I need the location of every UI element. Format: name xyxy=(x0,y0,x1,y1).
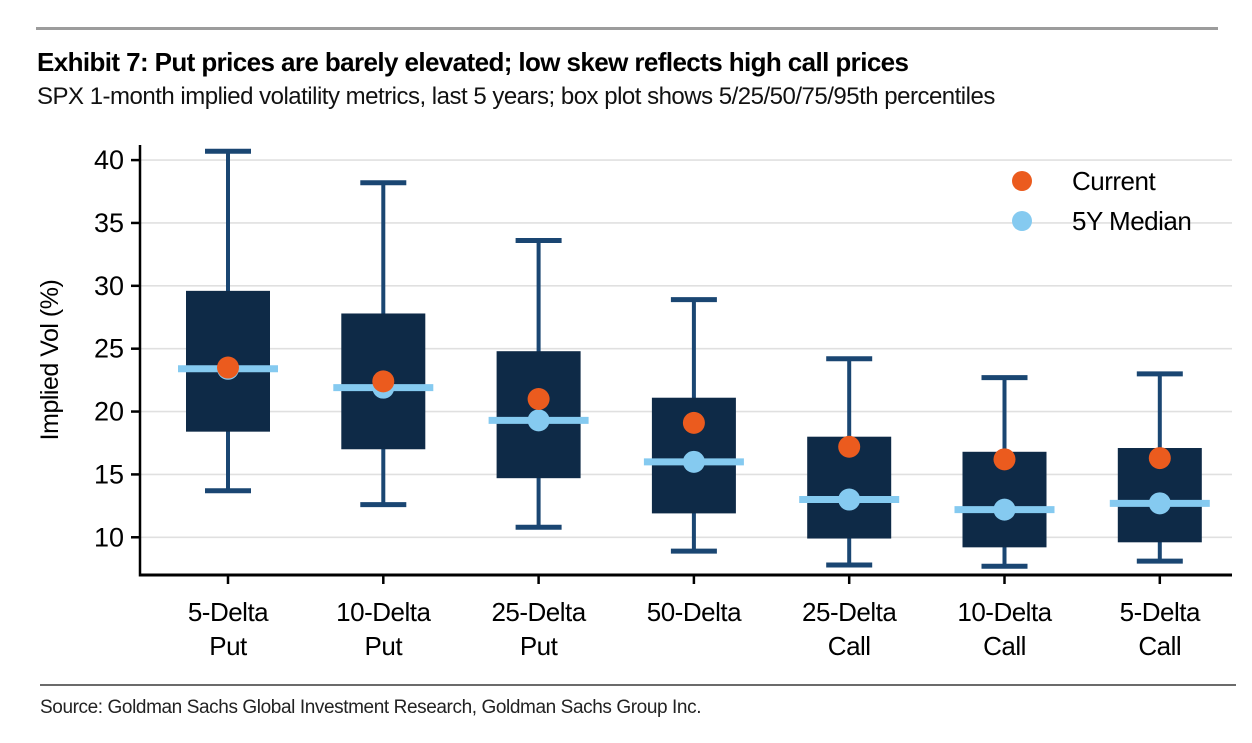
box-5-delta-call xyxy=(1109,371,1210,564)
median-5y-dot xyxy=(682,450,705,473)
legend: Current 5Y Median xyxy=(1012,166,1192,236)
legend-current-dot xyxy=(1012,171,1032,191)
current-dot xyxy=(372,370,395,393)
y-axis-label: Implied Vol (%) xyxy=(36,280,64,441)
y-tick-label: 35 xyxy=(94,208,124,238)
x-tick-label: 50-Delta xyxy=(647,597,742,627)
median-5y-dot xyxy=(993,498,1016,521)
x-tick-label: 10-Delta xyxy=(957,597,1052,627)
top-divider xyxy=(36,27,1218,30)
x-tick-label: 5-Delta xyxy=(188,597,269,627)
x-tick-label: 10-Delta xyxy=(336,597,431,627)
legend-label: Current xyxy=(1072,166,1156,196)
x-tick-label: Call xyxy=(1138,631,1181,661)
box-10-delta-put xyxy=(333,180,434,508)
x-tick-label: 5-Delta xyxy=(1120,597,1201,627)
x-tick-label: Put xyxy=(365,631,404,661)
y-tick-label: 40 xyxy=(94,145,124,175)
current-dot xyxy=(838,435,861,458)
source-note: Source: Goldman Sachs Global Investment … xyxy=(40,697,702,718)
median-5y-dot xyxy=(1148,492,1171,515)
y-tick-label: 15 xyxy=(94,459,124,489)
exhibit-title: Exhibit 7: Put prices are barely elevate… xyxy=(37,47,909,77)
x-tick-label: Call xyxy=(983,631,1026,661)
box-25-delta-put xyxy=(488,238,589,530)
box-10-delta-call xyxy=(954,375,1055,569)
y-tick-label: 20 xyxy=(94,397,124,427)
x-tick-label: Put xyxy=(520,631,559,661)
legend-5y-median-dot xyxy=(1012,211,1032,231)
y-tick-label: 10 xyxy=(94,522,124,552)
x-tick-label: Call xyxy=(828,631,871,661)
x-tick-label: Put xyxy=(209,631,248,661)
current-dot xyxy=(993,448,1016,471)
current-dot xyxy=(682,411,705,434)
current-dot xyxy=(217,356,239,379)
boxplot-chart: 10 15 20 25 30 35 40 5-Delta Put 10-Delta Put 25-De… xyxy=(36,145,1232,661)
x-tick-label: 25-Delta xyxy=(491,597,586,627)
box-5-delta-put xyxy=(178,148,278,494)
median-5y-dot xyxy=(527,409,550,432)
y-tick-label: 30 xyxy=(94,271,124,301)
box-50-delta xyxy=(643,297,744,554)
median-5y-dot xyxy=(838,488,861,511)
x-tick-label: 25-Delta xyxy=(802,597,897,627)
box-25-delta-call xyxy=(799,356,900,568)
current-dot xyxy=(527,387,550,410)
exhibit-subtitle: SPX 1-month implied volatility metrics, … xyxy=(37,83,995,110)
footer-divider xyxy=(40,684,1236,686)
current-dot xyxy=(1148,447,1171,470)
y-tick-label: 25 xyxy=(94,334,124,364)
legend-label: 5Y Median xyxy=(1072,206,1191,236)
